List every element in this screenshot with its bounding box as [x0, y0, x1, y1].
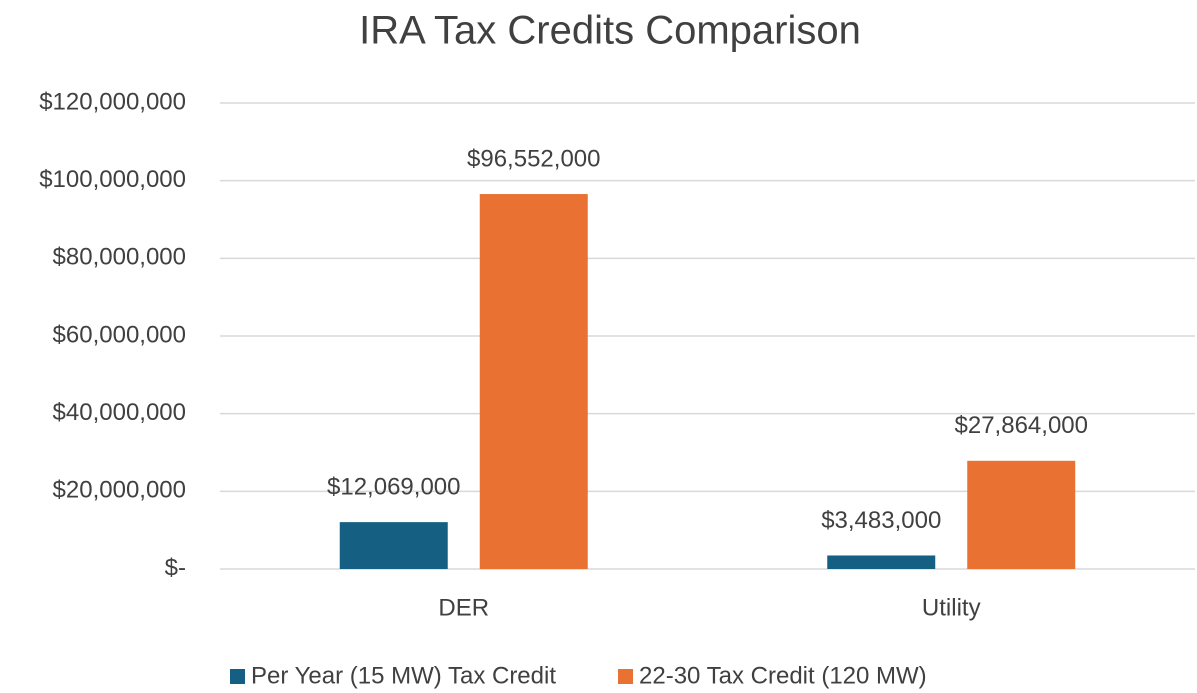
bar [479, 194, 588, 569]
y-tick-label: $60,000,000 [53, 321, 186, 348]
y-tick-label: $20,000,000 [53, 477, 186, 504]
y-tick-label: $- [165, 554, 186, 581]
data-label: $3,483,000 [821, 507, 941, 534]
bar [967, 460, 1076, 569]
x-tick-label: DER [438, 594, 489, 621]
data-label: $12,069,000 [327, 473, 460, 500]
bar [339, 522, 448, 569]
bar [827, 555, 936, 569]
legend-swatch [618, 669, 634, 684]
data-label: $27,864,000 [955, 412, 1088, 439]
x-tick-label: Utility [922, 594, 981, 621]
y-tick-label: $40,000,000 [53, 399, 186, 426]
data-label: $96,552,000 [467, 145, 600, 172]
legend-label: Per Year (15 MW) Tax Credit [251, 662, 556, 689]
legend-label: 22-30 Tax Credit (120 MW) [639, 662, 927, 689]
y-tick-label: $100,000,000 [39, 166, 186, 193]
legend-swatch [230, 669, 245, 684]
y-tick-label: $80,000,000 [53, 244, 186, 271]
y-tick-label: $120,000,000 [39, 88, 186, 115]
chart-title: IRA Tax Credits Comparison [359, 9, 861, 53]
